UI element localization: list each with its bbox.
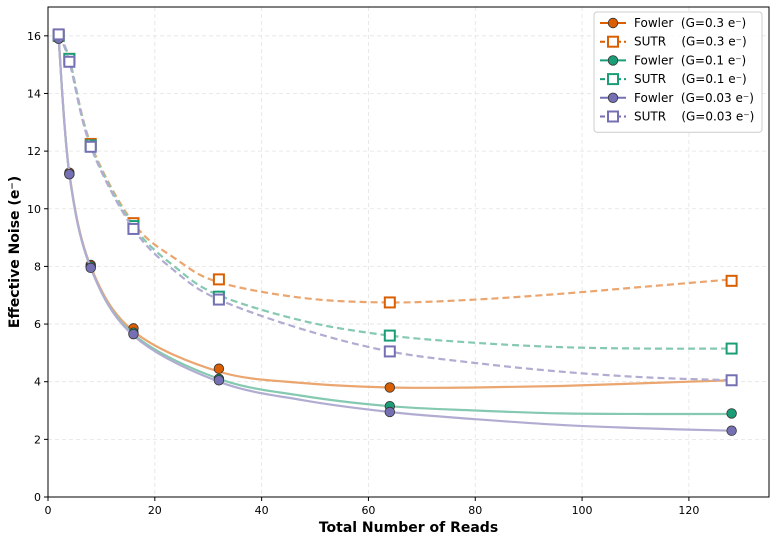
data-point: [725, 342, 738, 355]
legend-label: Fowler (G=0.1 e⁻): [634, 53, 746, 67]
series-5: [52, 28, 738, 387]
data-point: [85, 262, 96, 274]
legend-entry: Fowler (G=0.3 e⁻): [600, 16, 746, 30]
data-point: [383, 345, 396, 358]
y-tick-label: 0: [34, 491, 41, 504]
legend-label: Fowler (G=0.03 e⁻): [634, 91, 754, 105]
data-point: [384, 382, 396, 393]
legend-entry: SUTR (G=0.1 e⁻): [600, 72, 747, 86]
data-point: [128, 328, 139, 340]
legend: Fowler (G=0.3 e⁻) SUTR (G=0.3 e⁻) Fowler (…: [593, 11, 763, 133]
data-point: [726, 408, 737, 419]
plot-frame: [47, 6, 770, 498]
legend-marker: [607, 35, 619, 48]
legend-marker: [607, 110, 619, 123]
legend-marker: [607, 55, 619, 66]
data-point: [52, 28, 65, 41]
legend-entry: SUTR (G=0.3 e⁻): [600, 35, 747, 49]
legend-marker: [607, 17, 619, 29]
data-point: [84, 140, 97, 153]
x-tick-label: 60: [361, 504, 375, 517]
legend-label: SUTR (G=0.03 e⁻): [634, 110, 754, 124]
data-point: [127, 222, 140, 235]
data-point: [384, 406, 396, 418]
data-point: [383, 329, 396, 342]
y-axis-label: Effective Noise (e⁻): [7, 176, 23, 328]
series-layer: [52, 28, 738, 436]
x-tick-label: 20: [148, 504, 162, 517]
data-point: [63, 55, 76, 68]
x-tick-label: 100: [572, 504, 593, 517]
legend-entry: SUTR (G=0.03 e⁻): [600, 110, 754, 124]
y-tick-label: 6: [34, 318, 41, 331]
y-tick-label: 2: [34, 433, 41, 446]
data-point: [213, 375, 225, 386]
legend-entry: Fowler (G=0.1 e⁻): [600, 53, 746, 67]
y-tick-label: 14: [27, 87, 41, 100]
x-tick-label: 120: [678, 504, 699, 517]
data-point: [725, 274, 738, 287]
x-axis-label: Total Number of Reads: [319, 520, 498, 536]
legend-entry: Fowler (G=0.03 e⁻): [600, 91, 754, 105]
legend-label: SUTR (G=0.1 e⁻): [634, 72, 747, 86]
data-point: [212, 293, 225, 306]
x-tick-label: 80: [468, 504, 482, 517]
y-tick-label: 10: [27, 203, 41, 216]
axis-ticks: 0 20 40 60 80 100 120 0 2 4 6 8 10 12 14 16: [27, 30, 699, 517]
series-line: [57, 38, 732, 432]
legend-box: [593, 11, 763, 133]
legend-marker: [607, 92, 619, 104]
x-tick-label: 40: [255, 504, 269, 517]
legend-marker: [607, 73, 619, 86]
data-point: [725, 374, 738, 387]
data-point: [726, 425, 737, 436]
y-tick-label: 8: [34, 260, 41, 273]
legend-label: Fowler (G=0.3 e⁻): [634, 16, 746, 30]
data-point: [383, 296, 396, 309]
data-point: [213, 363, 225, 374]
x-tick-label: 0: [45, 504, 52, 517]
legend-label: SUTR (G=0.3 e⁻): [634, 35, 747, 49]
y-tick-label: 4: [34, 376, 41, 389]
y-tick-label: 12: [27, 145, 41, 158]
data-point: [212, 273, 225, 286]
grid: [47, 7, 769, 498]
y-tick-label: 16: [27, 30, 41, 43]
data-point: [64, 168, 75, 180]
